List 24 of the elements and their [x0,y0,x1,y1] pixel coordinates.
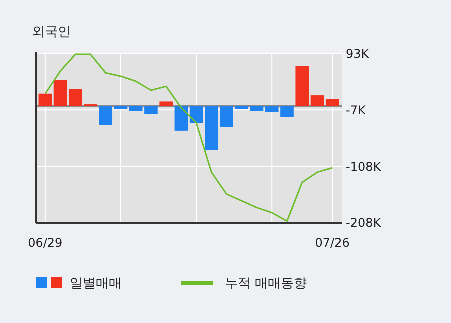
bar [235,106,249,110]
bar [326,99,340,106]
x-tick-label: 06/29 [28,236,63,250]
bar [190,106,204,124]
line-series [44,54,334,222]
bar [250,106,264,112]
bar [296,66,310,106]
y-tick-label: -208K [346,216,382,230]
y-tick-label: -108K [346,160,382,174]
bar [129,106,143,112]
bar [144,106,158,114]
y-tick-label: -7K [346,103,367,118]
x-tick-label: 07/26 [315,236,350,250]
bar [174,106,188,131]
y-tick-label: 93K [346,47,370,62]
bar [160,102,173,106]
bar [99,106,113,126]
bar [114,106,128,110]
bar [310,96,324,106]
chart-title: 외국인 [32,25,71,40]
bar [38,94,52,106]
bar [54,80,68,106]
legend-label: 누적 매매동향 [225,276,308,292]
legend-label: 일별매매 [70,276,122,292]
